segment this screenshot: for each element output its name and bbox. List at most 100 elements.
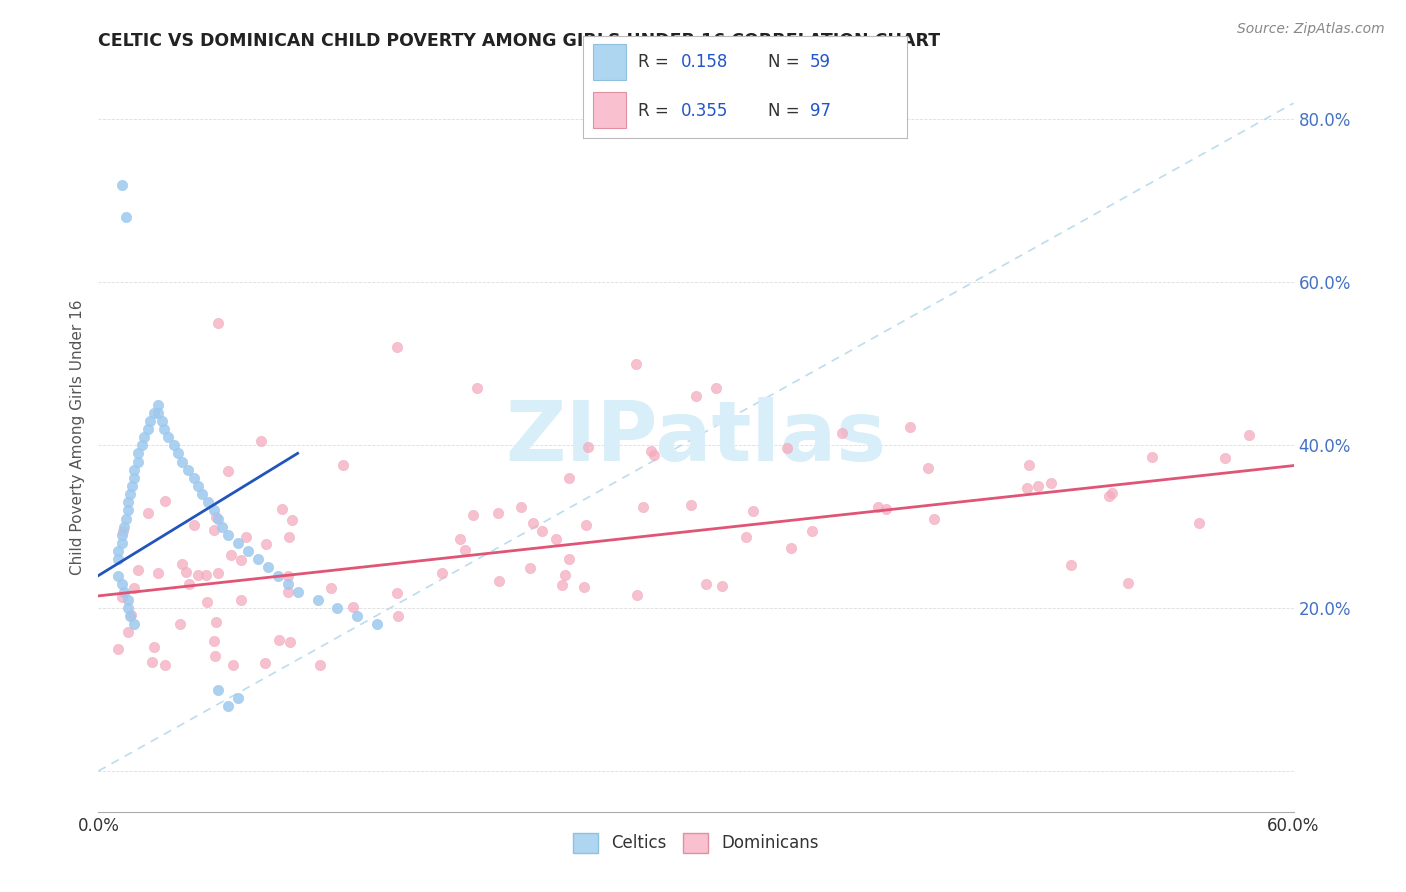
Point: [207, 316, 229, 330]
Point: [875, 502, 897, 516]
Point: [922, 512, 945, 526]
Point: [115, 210, 138, 224]
Point: [254, 656, 277, 670]
Point: [626, 357, 648, 371]
Text: R =: R =: [638, 102, 675, 120]
Text: N =: N =: [768, 54, 804, 71]
Point: [1040, 476, 1063, 491]
Point: [197, 595, 219, 609]
Point: [488, 574, 510, 589]
Point: [643, 448, 665, 462]
Point: [112, 519, 135, 533]
Point: [576, 440, 599, 454]
Point: [868, 500, 890, 514]
Point: [1188, 516, 1211, 531]
Point: [454, 542, 477, 557]
Point: [117, 624, 139, 639]
Point: [187, 479, 209, 493]
Point: [235, 530, 257, 544]
Point: [557, 552, 579, 566]
Point: [148, 397, 170, 411]
Point: [544, 532, 567, 546]
Point: [191, 487, 214, 501]
Point: [117, 601, 139, 615]
Point: [346, 609, 368, 624]
Point: [221, 548, 243, 562]
Point: [134, 430, 156, 444]
Point: [207, 566, 229, 581]
Point: [127, 454, 149, 468]
Point: [631, 500, 654, 514]
Point: [183, 471, 205, 485]
Point: [121, 479, 143, 493]
Point: [267, 633, 290, 648]
Point: [270, 502, 292, 516]
Point: [124, 581, 146, 595]
Point: [195, 568, 218, 582]
Point: [780, 541, 803, 556]
Point: [124, 471, 146, 485]
Point: [107, 568, 129, 582]
Point: [131, 438, 153, 452]
Point: [153, 493, 176, 508]
Point: [229, 553, 252, 567]
Point: [246, 552, 269, 566]
Text: 0.355: 0.355: [681, 102, 728, 120]
Point: [519, 560, 541, 574]
Point: [277, 531, 299, 545]
Point: [111, 536, 134, 550]
Point: [143, 406, 166, 420]
Point: [640, 443, 662, 458]
Point: [1101, 486, 1123, 500]
Bar: [593, 92, 626, 128]
Point: [148, 406, 170, 420]
Point: [463, 508, 485, 522]
Point: [217, 528, 239, 542]
Point: [1213, 450, 1236, 465]
Point: [509, 500, 531, 514]
Text: R =: R =: [638, 54, 675, 71]
Point: [204, 615, 226, 629]
Point: [139, 414, 162, 428]
Point: [236, 544, 259, 558]
Point: [332, 458, 354, 473]
Point: [111, 591, 134, 605]
Point: [385, 585, 408, 599]
Point: [117, 503, 139, 517]
Point: [465, 381, 488, 395]
Point: [207, 511, 229, 525]
Point: [287, 584, 309, 599]
Point: [170, 558, 193, 572]
Point: [112, 524, 135, 538]
Point: [167, 446, 190, 460]
Point: [387, 609, 409, 624]
Point: [117, 593, 139, 607]
Point: [107, 552, 129, 566]
Text: ZIPatlas: ZIPatlas: [506, 397, 886, 477]
Point: [572, 580, 595, 594]
Point: [120, 607, 142, 622]
Point: [898, 419, 921, 434]
Point: [831, 426, 853, 441]
Point: [226, 690, 249, 705]
Point: [136, 506, 159, 520]
Point: [430, 566, 453, 580]
Point: [142, 640, 165, 655]
Point: [449, 533, 471, 547]
Point: [177, 577, 200, 591]
Text: 59: 59: [810, 54, 831, 71]
Point: [276, 585, 298, 599]
Point: [163, 438, 186, 452]
Point: [141, 655, 163, 669]
Point: [307, 593, 329, 607]
Point: [1060, 558, 1083, 572]
Point: [801, 524, 824, 538]
Point: [202, 633, 225, 648]
Point: [177, 463, 200, 477]
Point: [120, 487, 142, 501]
Point: [309, 658, 332, 673]
Point: [111, 528, 134, 542]
Point: [554, 567, 576, 582]
Point: [205, 510, 228, 524]
Point: [229, 593, 252, 607]
